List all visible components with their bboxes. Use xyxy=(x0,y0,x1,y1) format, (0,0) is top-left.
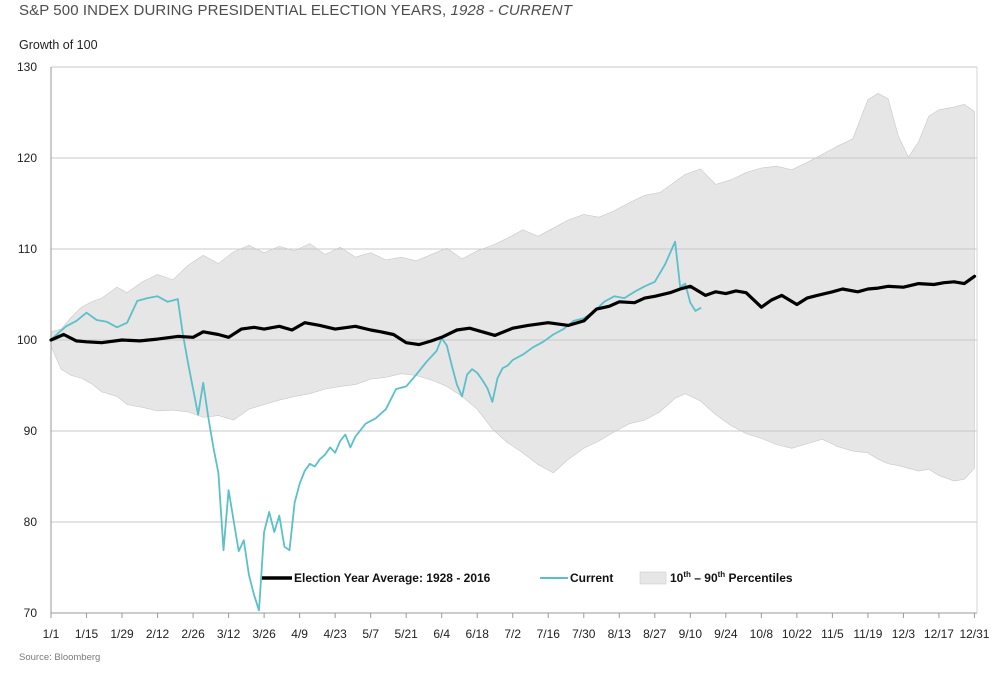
x-tick-4-23: 4/23 xyxy=(323,627,347,641)
x-tick-1-29: 1/29 xyxy=(110,627,134,641)
tick-labels: 70 80 90 100 110 120 130 1/1 1/15 1/29 2/12 2/26 3/1… xyxy=(17,60,990,641)
legend: Election Year Average: 1928 - 2016 Curre… xyxy=(262,570,793,585)
legend-current-label: Current xyxy=(570,571,613,585)
y-tick-100: 100 xyxy=(17,333,37,347)
series-layer xyxy=(49,240,977,612)
y-tick-110: 110 xyxy=(18,242,37,256)
y-tick-90: 90 xyxy=(24,424,38,438)
x-tick-3-26: 3/26 xyxy=(252,627,276,641)
x-tick-1-1: 1/1 xyxy=(43,627,60,641)
chart-title-period: 1928 - CURRENT xyxy=(450,2,572,19)
legend-band-prefix: 10 xyxy=(670,571,684,585)
x-tick-10-22: 10/22 xyxy=(782,627,812,641)
x-tick-8-13: 8/13 xyxy=(608,627,632,641)
x-tick-7-30: 7/30 xyxy=(572,627,596,641)
x-tick-10-8: 10/8 xyxy=(750,627,774,641)
x-tick-12-3: 12/3 xyxy=(892,627,916,641)
legend-band-sup2: th xyxy=(718,570,726,579)
x-tick-2-26: 2/26 xyxy=(181,627,205,641)
y-tick-120: 120 xyxy=(17,151,37,165)
x-tick-5-7: 5/7 xyxy=(362,627,379,641)
legend-average-label: Election Year Average: 1928 - 2016 xyxy=(294,571,491,585)
gridlines xyxy=(51,66,977,523)
x-tick-1-15: 1/15 xyxy=(75,627,99,641)
x-tick-4-9: 4/9 xyxy=(291,627,308,641)
x-tick-9-10: 9/10 xyxy=(679,627,703,641)
y-tick-80: 80 xyxy=(24,515,38,529)
chart-title: S&P 500 INDEX DURING PRESIDENTIAL ELECTI… xyxy=(19,2,572,19)
legend-band-swatch xyxy=(639,571,667,585)
x-tick-11-19: 11/19 xyxy=(853,627,882,641)
y-axis-label: Growth of 100 xyxy=(19,38,98,52)
source-note: Source: Bloomberg xyxy=(19,652,101,663)
x-tick-6-18: 6/18 xyxy=(466,627,490,641)
x-tick-9-24: 9/24 xyxy=(714,627,738,641)
legend-band-label: 10th – 90th Percentiles xyxy=(670,570,793,585)
x-tick-7-16: 7/16 xyxy=(537,627,561,641)
x-tick-8-27: 8/27 xyxy=(643,627,667,641)
percentile-band xyxy=(50,93,975,482)
legend-band-suffix: Percentiles xyxy=(725,571,793,585)
x-tick-6-4: 6/4 xyxy=(433,627,450,641)
x-tick-3-12: 3/12 xyxy=(217,627,241,641)
legend-band-sup1: th xyxy=(683,570,691,579)
x-tick-2-12: 2/12 xyxy=(146,627,170,641)
y-tick-70: 70 xyxy=(24,606,38,620)
percentile-band-layer xyxy=(50,93,975,482)
x-tick-7-2: 7/2 xyxy=(504,627,521,641)
x-tick-5-21: 5/21 xyxy=(394,627,418,641)
axes xyxy=(50,67,978,618)
chart-title-main: S&P 500 INDEX DURING PRESIDENTIAL ELECTI… xyxy=(19,2,447,19)
x-tick-12-17: 12/17 xyxy=(924,627,954,641)
x-tick-12-31: 12/31 xyxy=(959,627,989,641)
y-tick-130: 130 xyxy=(17,60,37,74)
legend-band-mid: – 90 xyxy=(691,571,718,585)
election-year-average-line xyxy=(49,274,977,347)
x-tick-11-5: 11/5 xyxy=(821,627,844,641)
